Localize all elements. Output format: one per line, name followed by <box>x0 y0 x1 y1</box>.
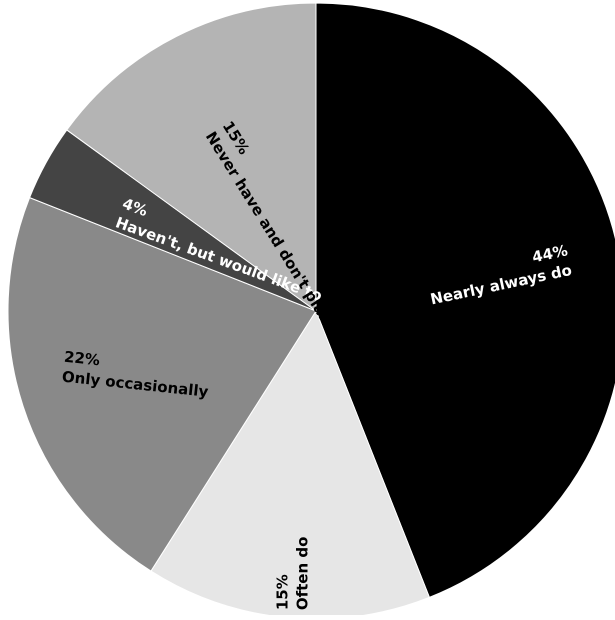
pie-label-often-do: 15% Often do <box>273 537 311 611</box>
pie-value-label: 15% <box>273 574 291 610</box>
pie-slice-nearly-always-do <box>315 2 615 599</box>
pie-slice-never-have-and-dont-plan-to <box>66 2 317 312</box>
pie-slice-only-occasionally <box>7 196 317 572</box>
pie-category-label: Often do <box>293 537 311 611</box>
pie-value-label: 22% <box>63 348 101 370</box>
pie-slices <box>7 2 615 620</box>
